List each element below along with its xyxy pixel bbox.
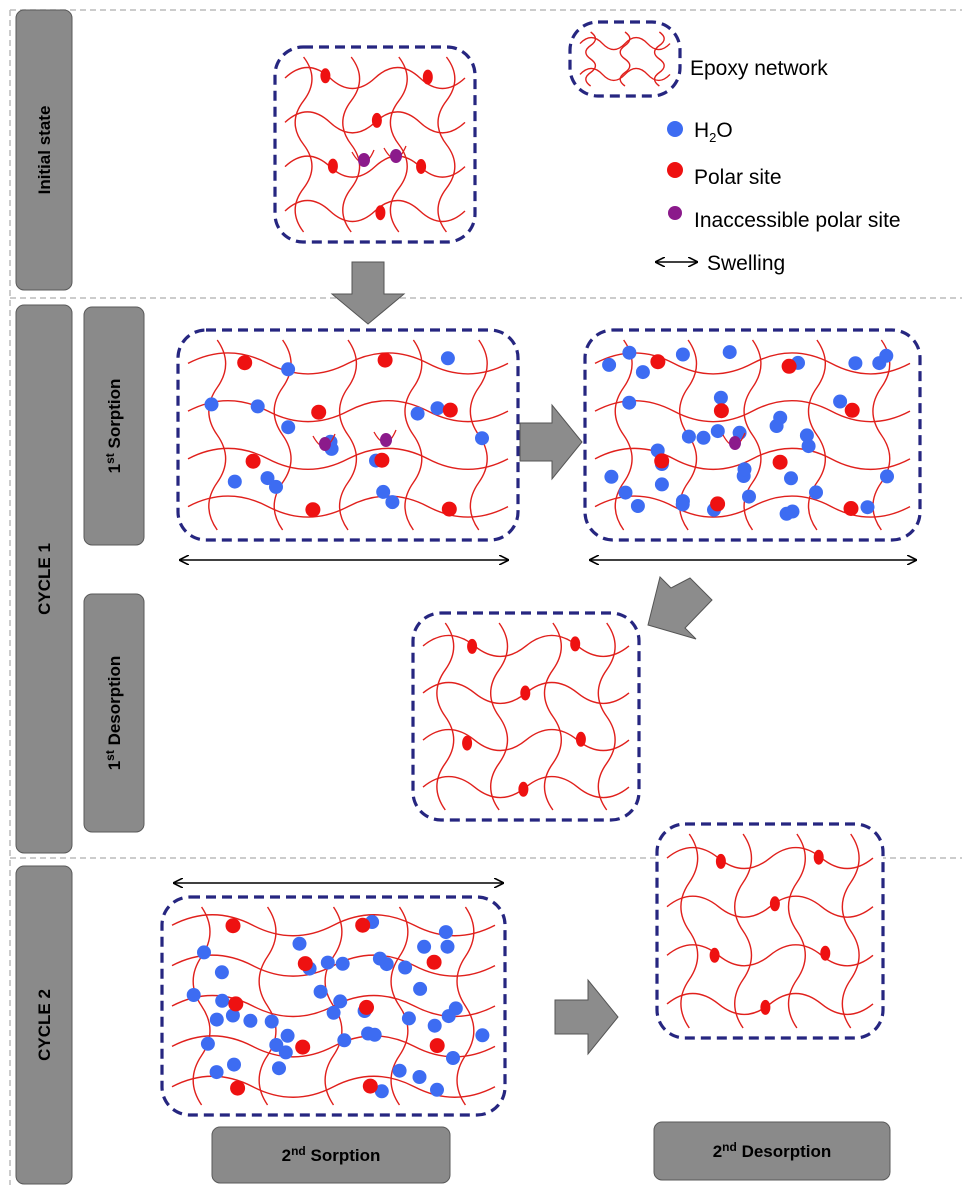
epoxy-chains	[171, 906, 496, 1106]
inaccessible-polar-sites	[312, 429, 397, 451]
panel-1st-sorption-saturated	[583, 328, 922, 542]
swelling-arrow-icon	[174, 560, 916, 883]
svg-text:1st Sorption: 1st Sorption	[103, 379, 124, 474]
water-molecules	[186, 915, 490, 1099]
stage-arrow-down-icon	[330, 261, 406, 325]
polar-sites	[650, 354, 860, 516]
polar-sites	[462, 636, 586, 797]
legend-water-icon	[667, 121, 683, 137]
polar-sites	[320, 68, 433, 221]
tab-initial-state: Initial state	[15, 9, 73, 291]
legend-epoxy-network-label: Epoxy network	[690, 57, 828, 80]
legend-polar-site-label: Polar site	[694, 166, 782, 189]
network-frame	[411, 611, 641, 822]
epoxy-chains	[666, 833, 874, 1029]
legend-swelling-label: Swelling	[707, 252, 785, 275]
svg-text:1st Desorption: 1st Desorption	[103, 656, 124, 771]
cycle-2-label: CYCLE 2	[35, 989, 54, 1061]
panel-2nd-sorption	[160, 895, 507, 1117]
legend-water-label: H2O	[694, 119, 733, 145]
stage-arrow-diagonal-icon	[647, 576, 713, 640]
legend-inaccessible-label: Inaccessible polar site	[694, 209, 901, 232]
tab-1st-sorption: 1st Sorption	[83, 306, 145, 546]
polar-sites	[709, 849, 831, 1015]
stage-arrow-right-2-icon	[554, 978, 619, 1056]
network-frame	[655, 822, 885, 1040]
tab-cycle-2: CYCLE 2	[15, 865, 73, 1185]
epoxy-chains	[422, 622, 630, 811]
polar-sites	[237, 352, 458, 518]
tab-2nd-desorption: 2nd Desorption	[653, 1121, 891, 1181]
tab-2nd-sorption: 2nd Sorption	[211, 1126, 451, 1184]
svg-text:2nd Sorption: 2nd Sorption	[282, 1144, 381, 1165]
epoxy-chains	[284, 56, 466, 233]
inaccessible-polar-sites	[351, 145, 407, 167]
panel-1st-sorption-early	[176, 328, 520, 542]
stage-arrow-right-icon	[519, 403, 583, 481]
legend-inaccessible-icon	[668, 206, 682, 220]
initial-state-label: Initial state	[35, 106, 54, 195]
network-frame	[273, 45, 477, 244]
polar-sites	[225, 917, 445, 1096]
legend-polar-site-icon	[667, 162, 683, 178]
tab-1st-desorption: 1st Desorption	[83, 593, 145, 833]
inaccessible-polar-sites	[722, 432, 746, 450]
tab-cycle-1: CYCLE 1	[15, 304, 73, 854]
cycle-1-label: CYCLE 1	[35, 543, 54, 615]
panel-2nd-desorption	[655, 822, 885, 1040]
panel-1st-desorption	[411, 611, 641, 822]
legend: Epoxy network H2O Polar site Inaccessibl…	[568, 20, 901, 275]
svg-text:2nd Desorption: 2nd Desorption	[713, 1140, 832, 1161]
panel-initial-state	[273, 45, 477, 244]
legend-epoxy-network-icon	[568, 20, 682, 98]
epoxy-chains	[579, 31, 671, 87]
